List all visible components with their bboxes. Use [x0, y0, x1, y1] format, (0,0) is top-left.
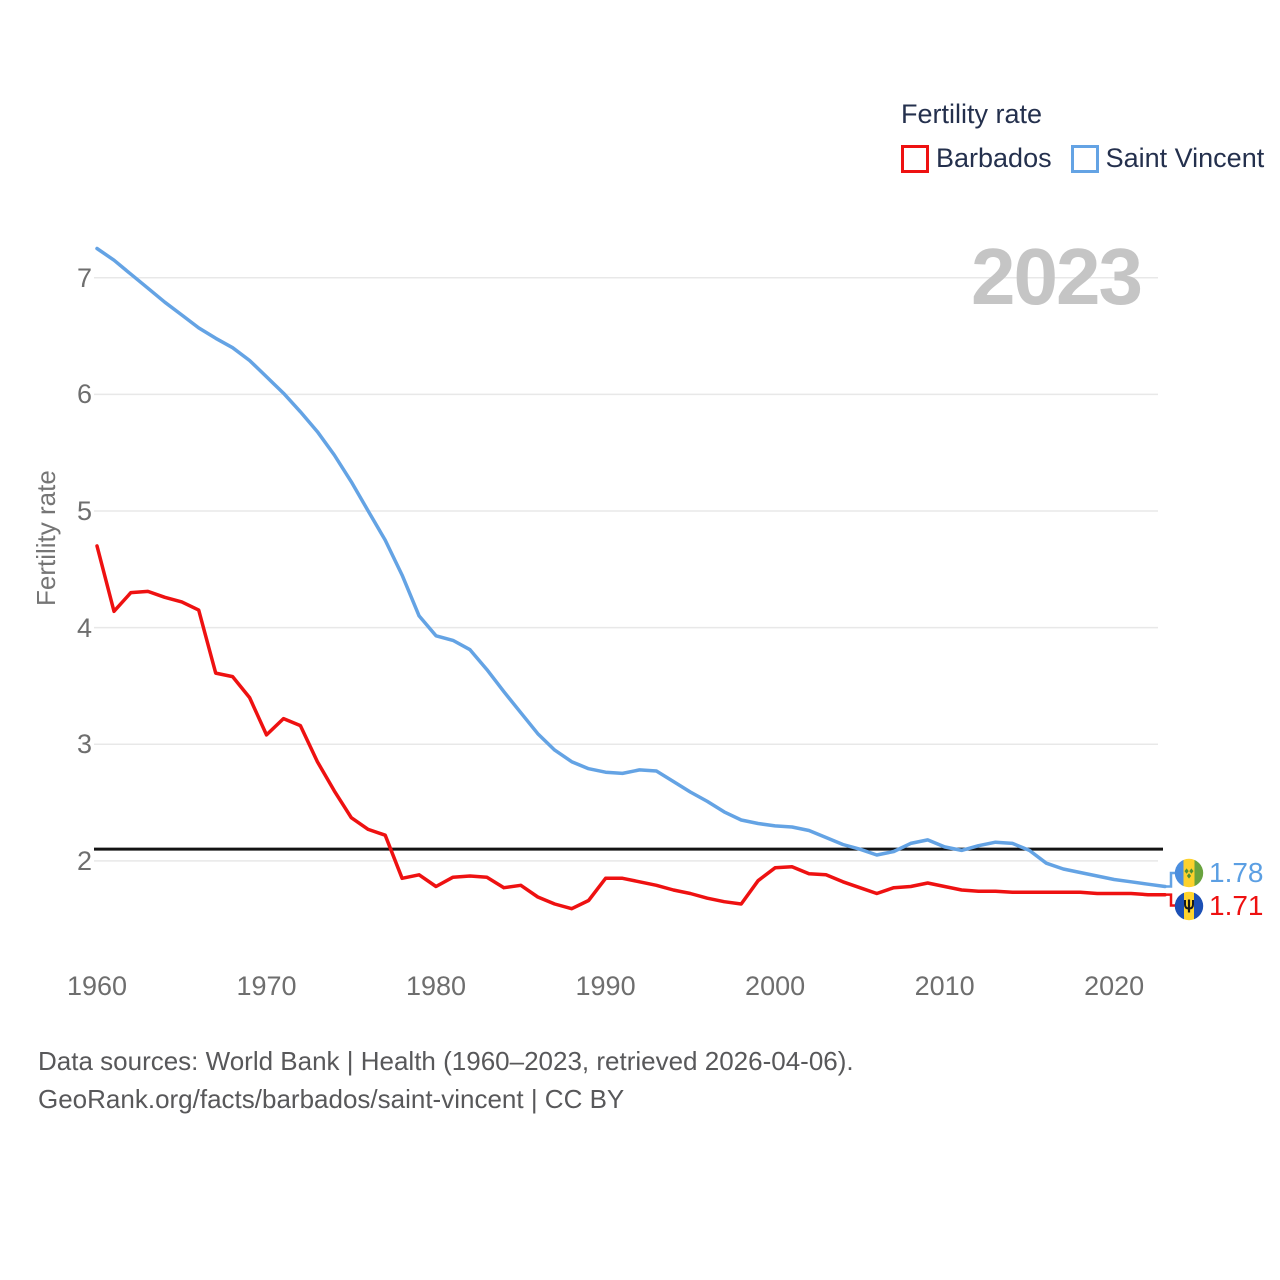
x-tick-label: 2010 [914, 971, 975, 1001]
data-sources-line: Data sources: World Bank | Health (1960–… [38, 1046, 854, 1076]
saint-vincent-flag-icon [1174, 858, 1204, 888]
legend-item-barbados[interactable]: Barbados [901, 143, 1052, 174]
legend-label: Saint Vincent [1105, 143, 1265, 173]
barbados-swatch-icon [901, 144, 929, 173]
barbados-end-label: 1.71 [1174, 890, 1264, 922]
x-tick-label: 2020 [1084, 971, 1145, 1001]
y-tick-label: 5 [76, 495, 92, 526]
x-tick-label: 1990 [575, 971, 636, 1001]
y-tick-label: 7 [76, 262, 92, 293]
barbados-flag-icon [1174, 891, 1204, 921]
saint-vincent-line [95, 246, 1167, 889]
saint-vincent-end-value: 1.78 [1209, 857, 1264, 888]
legend-label: Barbados [936, 143, 1052, 173]
barbados-connector [1165, 893, 1177, 907]
legend-row: Barbados Saint Vincent [901, 143, 1264, 174]
legend: Fertility rate Barbados Saint Vincent [901, 99, 1264, 174]
saint-vincent-connector [1165, 871, 1177, 888]
barbados-end-value: 1.71 [1209, 890, 1264, 921]
y-tick-label: 6 [76, 379, 92, 410]
y-tick-label: 3 [76, 729, 92, 760]
y-tick-label: 4 [76, 612, 92, 643]
x-tick-label: 2000 [745, 971, 806, 1001]
attribution-line: GeoRank.org/facts/barbados/saint-vincent… [38, 1084, 625, 1114]
saint-vincent-swatch-icon [1070, 144, 1099, 173]
barbados-line [95, 544, 1167, 911]
x-tick-label: 1980 [406, 971, 467, 1001]
legend-item-saint-vincent[interactable]: Saint Vincent [1070, 143, 1265, 174]
x-tick-label: 1970 [236, 971, 297, 1001]
y-axis-title: Fertility rate [31, 470, 61, 606]
footer: Data sources: World Bank | Health (1960–… [38, 1042, 854, 1118]
x-tick-label: 1960 [66, 971, 128, 1001]
watermark-year: 2023 [971, 232, 1143, 321]
saint-vincent-end-label: 1.78 [1174, 857, 1264, 889]
legend-title: Fertility rate [901, 99, 1043, 129]
y-tick-label: 2 [76, 845, 92, 876]
